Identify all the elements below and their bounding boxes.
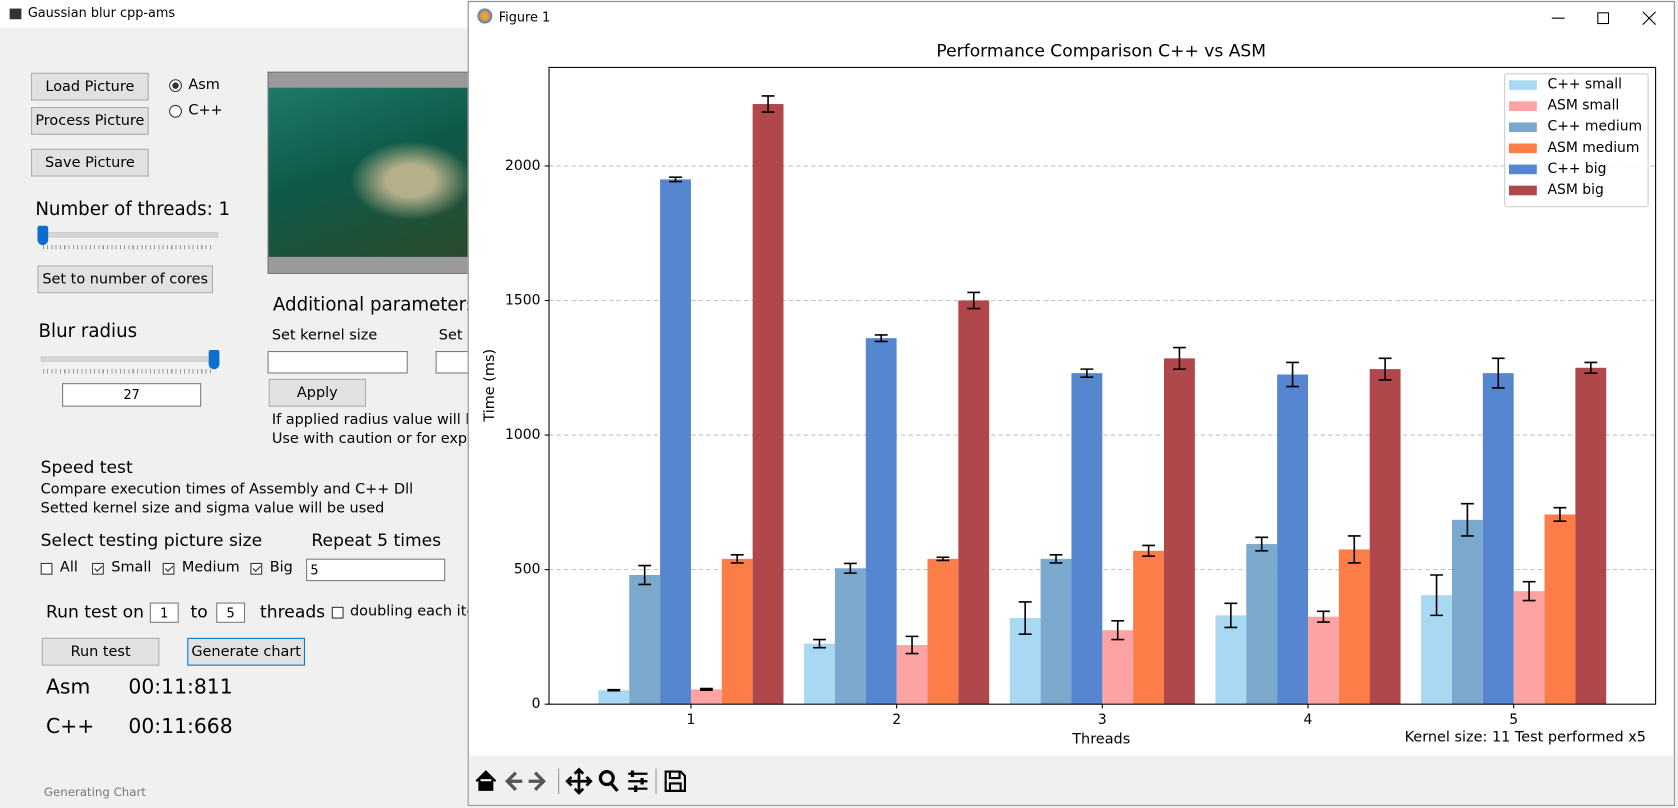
checkbox[interactable] (162, 562, 175, 575)
checkbox[interactable] (92, 562, 104, 575)
result-label: C++ (46, 714, 95, 739)
threads-label: Number of threads: 1 (35, 199, 231, 221)
checkbox-label: Medium (181, 558, 240, 576)
radio-label: C++ (188, 101, 223, 119)
figure-window: Figure 1 (467, 1, 1675, 806)
toolbar (468, 755, 1674, 805)
checkbox-label: Small (111, 558, 152, 576)
threads-word: threads (260, 601, 326, 622)
zoom-button[interactable] (598, 770, 615, 787)
toolbar-icons (475, 767, 686, 795)
window-controls (1551, 11, 1656, 25)
result-label: Asm (46, 675, 91, 699)
checkbox[interactable] (40, 562, 53, 575)
radius-input[interactable]: 27 (62, 383, 202, 407)
picture (268, 87, 472, 257)
figure-icon (477, 8, 493, 24)
app-title: Gaussian blur cpp-ams (27, 5, 176, 21)
status: Generating Chart (43, 785, 146, 800)
radio[interactable] (169, 79, 182, 93)
process-button[interactable]: Process Picture (31, 107, 149, 135)
slider-ticks (42, 245, 215, 250)
size-title: Select testing picture size (40, 529, 263, 551)
blur-label: Blur radius (38, 321, 138, 343)
checkbox[interactable] (331, 606, 344, 619)
slider-thumb[interactable] (208, 349, 220, 370)
run-button[interactable]: Run test (41, 637, 160, 666)
configure-knobs (630, 770, 644, 792)
figure-title: Figure 1 (498, 9, 551, 25)
cores-button[interactable]: Set to number of cores (37, 265, 213, 294)
apply-button[interactable]: Apply (268, 378, 367, 407)
save-button[interactable]: Save Picture (31, 148, 149, 177)
additional-title: Additional parameters (272, 294, 476, 316)
checkbox-label: All (59, 558, 78, 576)
chart-button[interactable]: Generate chart (187, 637, 306, 666)
home-button[interactable] (475, 770, 497, 791)
sigma-label: Set s (438, 326, 475, 344)
forward-button[interactable] (528, 771, 546, 791)
kernel-label: Set kernel size (271, 326, 378, 344)
repeat-label: Repeat 5 times (311, 529, 442, 551)
back-button[interactable] (505, 771, 523, 791)
speed-line: Setted kernel size and sigma value will … (40, 499, 385, 517)
speed-title: Speed test (40, 456, 133, 478)
checkbox-label: doubling each ite (349, 602, 476, 620)
from-input[interactable]: 1 (149, 602, 179, 623)
app-icon (9, 8, 22, 20)
slider-thumb[interactable] (37, 225, 49, 246)
zoom-handle (609, 782, 619, 792)
radio[interactable] (169, 104, 182, 118)
to-input[interactable]: 5 (216, 602, 246, 623)
radio-label: Asm (188, 75, 220, 94)
result-time: 00:11:811 (128, 675, 233, 699)
close[interactable] (1642, 11, 1656, 25)
speed-line: Compare execution times of Assembly and … (40, 480, 414, 498)
app-title-bar (0, 0, 468, 28)
load-button[interactable]: Load Picture (31, 72, 149, 101)
result-time: 00:11:668 (128, 714, 233, 739)
run-on-label: Run test on (46, 601, 144, 622)
picture-frame (267, 71, 474, 274)
note-line: If applied radius value will be (271, 410, 484, 429)
pan-button[interactable] (565, 767, 593, 795)
blur-slider[interactable] (40, 356, 219, 362)
slider-ticks (42, 369, 215, 374)
note-line: Use with caution or for experi (271, 430, 486, 448)
threads-slider[interactable] (40, 232, 219, 238)
maximize[interactable] (1597, 12, 1610, 25)
kernel-input[interactable] (267, 351, 408, 374)
save-figure-button[interactable] (664, 770, 686, 792)
checkbox[interactable] (250, 562, 263, 575)
repeat-input[interactable]: 5 (306, 558, 446, 582)
to-label: to (190, 601, 208, 622)
checkbox-label: Big (269, 558, 293, 576)
